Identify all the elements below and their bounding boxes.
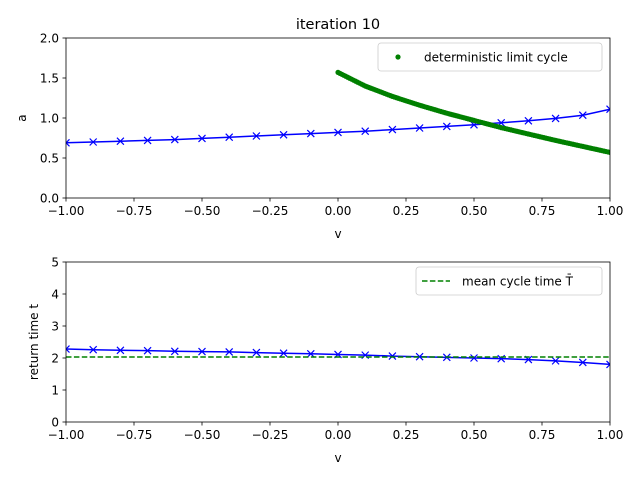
y-axis-label: a: [15, 114, 29, 121]
x-tick-label: 0.00: [325, 204, 352, 218]
data-marker: [279, 349, 288, 358]
data-marker: [116, 137, 125, 146]
x-tick-label: 0.00: [325, 428, 352, 442]
data-marker: [551, 114, 560, 123]
data-marker: [606, 360, 610, 369]
x-tick-label: 1.00: [597, 204, 624, 218]
data-marker: [551, 356, 560, 365]
chart-title: iteration 10: [296, 17, 380, 33]
data-marker: [470, 354, 478, 362]
y-tick-label: 0: [51, 415, 59, 429]
x-tick-label: 0.25: [393, 428, 420, 442]
data-marker: [279, 130, 288, 139]
data-marker: [198, 347, 206, 356]
data-marker: [89, 345, 98, 354]
x-tick-label: −0.50: [184, 428, 221, 442]
data-marker: [252, 132, 261, 140]
y-tick-label: 0.0: [40, 191, 59, 205]
chart-panel-1: −1.00 −0.75 −0.50 −0.25 0.00 0.25 0.50 0.75 1.00…: [15, 17, 623, 241]
data-marker: [388, 352, 397, 361]
y-tick-label: 5: [51, 255, 59, 269]
legend-box: [377, 42, 603, 72]
data-marker: [252, 348, 261, 357]
x-axis-label: v: [334, 451, 341, 465]
legend: mean cycle time T̄: [415, 266, 603, 296]
y-tick-label: 3: [51, 319, 59, 333]
data-marker: [524, 116, 533, 125]
data-marker: [225, 133, 234, 142]
data-marker: [306, 349, 315, 358]
x-tick-label: −0.25: [252, 428, 289, 442]
legend-box: [415, 266, 603, 296]
y-tick-label: 2.0: [40, 31, 59, 45]
x-tick-label: −0.50: [184, 204, 221, 218]
plot-area: [66, 69, 610, 155]
x-tick-label: −0.25: [252, 204, 289, 218]
data-marker: [143, 346, 152, 355]
data-marker: [66, 138, 70, 147]
x-tick-label: 1.00: [597, 428, 624, 442]
data-marker: [170, 135, 179, 144]
x-tick-label: −1.00: [48, 204, 85, 218]
limit-cycle-point: [607, 149, 610, 155]
x-tick-label: 0.50: [461, 428, 488, 442]
data-marker: [306, 129, 315, 138]
data-marker: [143, 136, 152, 145]
data-marker: [89, 138, 98, 146]
legend: deterministic limit cycle: [377, 42, 603, 72]
x-tick-label: 0.75: [529, 428, 556, 442]
y-tick-label: 0.5: [40, 151, 59, 165]
data-marker: [578, 111, 587, 120]
data-marker: [198, 134, 206, 143]
x-tick-label: −0.75: [116, 204, 153, 218]
data-marker: [606, 105, 610, 114]
series-curve-1: [66, 345, 610, 369]
series-line: [66, 108, 610, 144]
y-axis-label: return time t: [27, 304, 41, 380]
y-tick-label: 1.0: [40, 111, 59, 125]
legend-label: mean cycle time T̄: [462, 274, 574, 288]
data-marker: [388, 125, 397, 134]
data-marker: [578, 358, 587, 367]
x-axis-label: v: [334, 227, 341, 241]
data-marker: [442, 122, 451, 131]
x-tick-label: 0.25: [393, 204, 420, 218]
x-tick-label: 0.50: [461, 204, 488, 218]
data-marker: [66, 345, 70, 353]
legend-label: deterministic limit cycle: [424, 50, 568, 64]
data-marker: [361, 127, 370, 136]
data-marker: [170, 347, 179, 356]
y-tick-label: 4: [51, 287, 59, 301]
x-tick-label: 0.75: [529, 204, 556, 218]
plot-area: [66, 345, 610, 369]
data-marker: [334, 128, 342, 137]
x-tick-label: −0.75: [116, 428, 153, 442]
y-tick-label: 2: [51, 351, 59, 365]
data-marker: [415, 124, 424, 132]
data-marker: [415, 352, 424, 361]
y-tick-label: 1.5: [40, 71, 59, 85]
series-deterministic-limit-cycle: [335, 69, 610, 155]
series-curve-1: [66, 105, 610, 147]
x-tick-label: −1.00: [48, 428, 85, 442]
data-marker: [225, 347, 234, 356]
y-tick-label: 1: [51, 383, 59, 397]
legend-dot-swatch: [395, 54, 401, 60]
chart-panel-2: −1.00 −0.75 −0.50 −0.25 0.00 0.25 0.50 0.75 1.00…: [27, 255, 623, 465]
data-marker: [116, 346, 125, 355]
